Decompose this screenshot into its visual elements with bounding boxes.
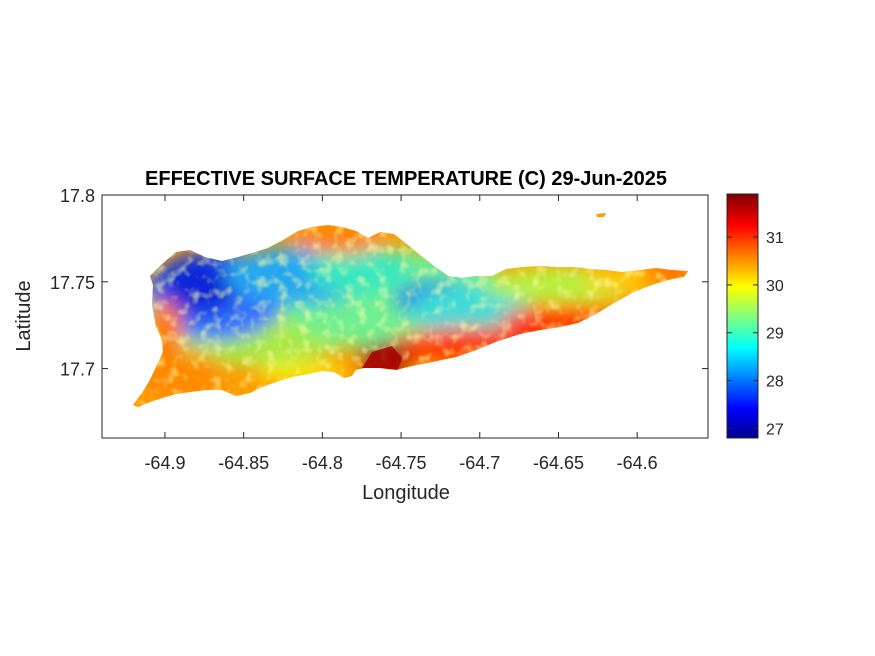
colorbar-gradient xyxy=(726,193,759,439)
colorbar-ticks: 27 28 29 30 31 xyxy=(727,230,784,438)
x-tick-label: -64.85 xyxy=(218,453,269,473)
x-tick-label: -64.8 xyxy=(302,453,343,473)
x-tick-label: -64.75 xyxy=(376,453,427,473)
map-plot-area xyxy=(101,194,709,439)
colorbar: 27 28 29 30 31 xyxy=(726,193,784,439)
colorbar-tick-label: 27 xyxy=(766,421,784,438)
y-tick-label: 17.75 xyxy=(50,273,95,293)
y-axis-label: Latitude xyxy=(13,280,35,351)
y-tick-label: 17.7 xyxy=(60,360,95,380)
y-axis: 17.7 17.75 17.8 xyxy=(50,186,708,380)
colorbar-tick-label: 31 xyxy=(766,230,784,247)
colorbar-tick-label: 28 xyxy=(766,374,784,391)
chart-title: EFFECTIVE SURFACE TEMPERATURE (C) 29-Jun… xyxy=(145,168,667,190)
x-tick-label: -64.7 xyxy=(459,453,500,473)
x-axis: -64.9 -64.85 -64.8 -64.75 -64.7 -64.65 -64.6 xyxy=(144,195,658,473)
x-tick-label: -64.6 xyxy=(617,453,658,473)
y-tick-label: 17.8 xyxy=(60,186,95,206)
hot-patch xyxy=(362,346,402,370)
colorbar-tick-label: 29 xyxy=(766,326,784,343)
x-tick-label: -64.9 xyxy=(144,453,185,473)
plot-frame xyxy=(101,194,709,439)
x-axis-label: Longitude xyxy=(362,482,450,504)
colorbar-tick-label: 30 xyxy=(766,278,784,295)
x-tick-label: -64.65 xyxy=(533,453,584,473)
